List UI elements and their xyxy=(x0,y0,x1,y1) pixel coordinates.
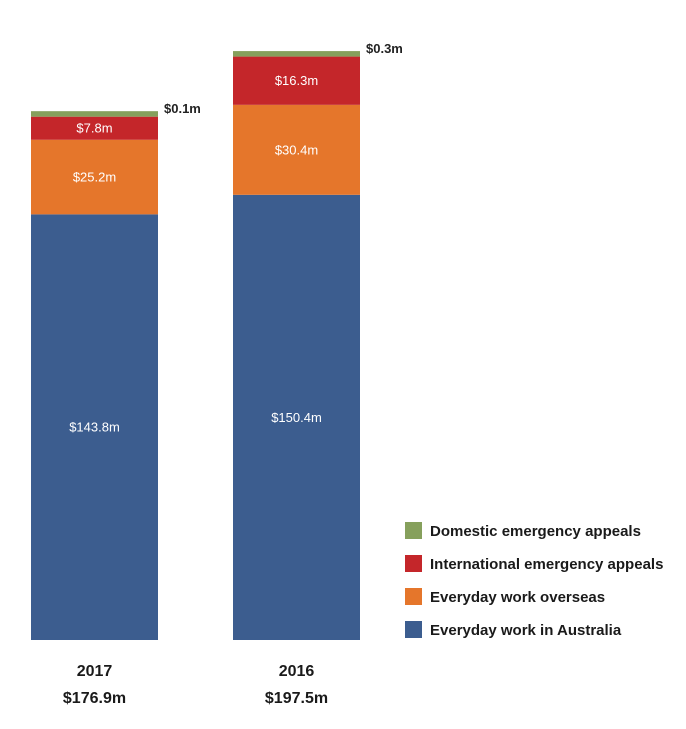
legend-swatch-1 xyxy=(405,555,422,572)
bars-group xyxy=(31,51,360,641)
labels-group: $143.8m $25.2m $7.8m $0.1m 2017 $176.9m $150.4… xyxy=(63,41,403,707)
legend-swatch-2 xyxy=(405,588,422,605)
legend-label-2: Everyday work overseas xyxy=(430,589,605,606)
data-label-2017-2: $7.8m xyxy=(76,121,112,136)
data-label-2016-0: $150.4m xyxy=(271,410,322,425)
legend-swatch-3 xyxy=(405,621,422,638)
bar-segment-2016-0 xyxy=(233,194,360,641)
category-label-2017: 2017 xyxy=(77,663,113,680)
bar-segment-2017-1 xyxy=(31,139,158,215)
bar-segment-2017-0 xyxy=(31,214,158,641)
data-label-2016-2: $16.3m xyxy=(275,73,318,88)
bar-segment-2016-1 xyxy=(233,104,360,195)
legend-label-0: Domestic emergency appeals xyxy=(430,523,641,540)
bar-segment-2016-2 xyxy=(233,56,360,105)
legend: Domestic emergency appeals International … xyxy=(405,522,663,639)
bar-segment-2016-3 xyxy=(233,51,360,57)
data-label-2016-1: $30.4m xyxy=(275,142,318,157)
bar-segment-2017-3 xyxy=(31,111,158,117)
legend-label-3: Everyday work in Australia xyxy=(430,622,622,639)
bar-segment-2017-2 xyxy=(31,116,158,140)
data-label-2017-3: $0.1m xyxy=(164,101,201,116)
category-total-2016: $197.5m xyxy=(265,690,328,707)
category-total-2017: $176.9m xyxy=(63,690,126,707)
data-label-2016-3: $0.3m xyxy=(366,41,403,56)
legend-swatch-0 xyxy=(405,522,422,539)
data-label-2017-1: $25.2m xyxy=(73,170,116,185)
category-label-2016: 2016 xyxy=(279,663,315,680)
legend-label-1: International emergency appeals xyxy=(430,556,663,573)
data-label-2017-0: $143.8m xyxy=(69,420,120,435)
